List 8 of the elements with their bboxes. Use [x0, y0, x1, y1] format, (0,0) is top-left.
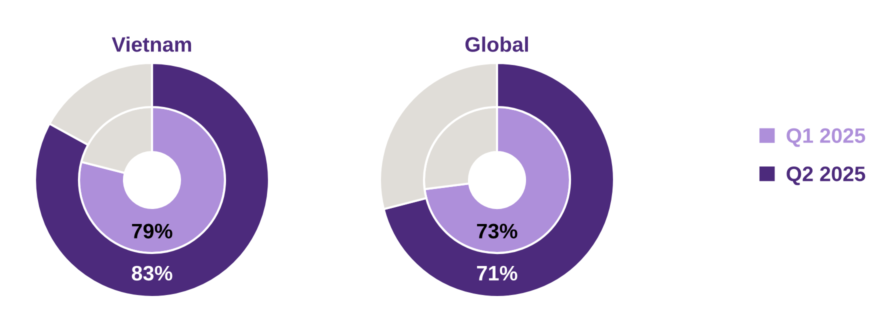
legend-label: Q2 2025	[786, 166, 866, 186]
data-label: 83%	[132, 266, 172, 281]
data-label: 79%	[132, 224, 172, 238]
legend-label: Q1 2025	[786, 128, 866, 147]
chart-title: Global	[465, 36, 528, 52]
data-label: 73%	[477, 224, 518, 239]
chart-title: Vietnam	[112, 36, 192, 52]
data-label: 71%	[477, 266, 518, 281]
